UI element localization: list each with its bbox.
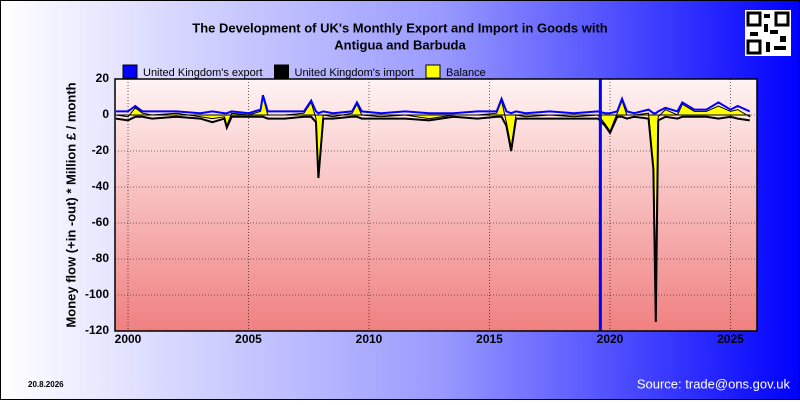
legend-label: United Kingdom's export bbox=[143, 67, 263, 79]
series-line bbox=[115, 94, 751, 115]
y-axis-title: Money flow (+in -out) * Million £ / mont… bbox=[63, 82, 78, 327]
y-tick-label: -40 bbox=[92, 179, 110, 193]
y-tick-label: 20 bbox=[96, 71, 110, 85]
balance-area bbox=[115, 96, 751, 272]
y-tick-label: -120 bbox=[85, 323, 109, 337]
y-tick-label: -20 bbox=[92, 143, 110, 157]
chart-title: The Development of UK's Monthly Export a… bbox=[192, 20, 608, 35]
chart-subtitle: Antigua and Barbuda bbox=[334, 37, 466, 52]
legend-label: Balance bbox=[446, 67, 486, 79]
legend-swatch bbox=[122, 64, 138, 79]
plot-frame bbox=[114, 78, 758, 332]
y-tick-label: -80 bbox=[92, 251, 110, 265]
series-line bbox=[115, 115, 750, 323]
y-tick-label: 0 bbox=[102, 107, 109, 121]
x-tick-label: 2010 bbox=[356, 332, 383, 346]
legend-label: United Kingdom's import bbox=[295, 67, 415, 79]
legend-swatch bbox=[425, 64, 441, 79]
qr-code bbox=[745, 10, 791, 56]
x-tick-label: 2005 bbox=[235, 332, 262, 346]
x-tick-label: 2020 bbox=[597, 332, 624, 346]
x-tick-label: 2000 bbox=[115, 332, 142, 346]
legend-swatch bbox=[274, 64, 289, 79]
x-tick-label: 2015 bbox=[476, 332, 503, 346]
source: Source: trade@ons.gov.uk bbox=[637, 376, 791, 391]
y-tick-label: -100 bbox=[85, 287, 109, 301]
date: 20.8.2026 bbox=[28, 380, 64, 389]
x-tick-label: 2025 bbox=[717, 332, 744, 346]
y-tick-label: -60 bbox=[92, 215, 110, 229]
